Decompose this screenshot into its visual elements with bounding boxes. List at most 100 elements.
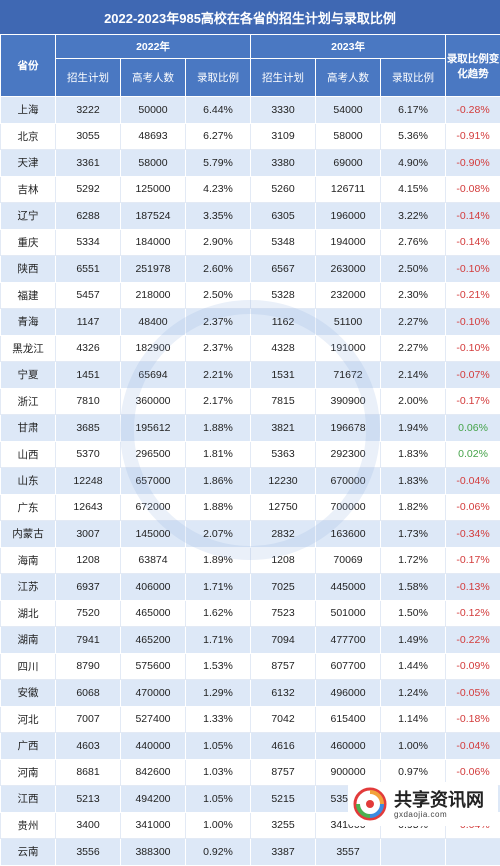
cell-plan-2022: 1451 <box>56 362 121 389</box>
cell-province: 江西 <box>1 786 56 813</box>
cell-ratio-2022: 3.35% <box>186 203 251 230</box>
cell-applicants-2022: 440000 <box>121 733 186 760</box>
cell-plan-2022: 3007 <box>56 521 121 548</box>
cell-plan-2022: 4603 <box>56 733 121 760</box>
cell-trend: -0.13% <box>446 574 500 601</box>
cell-plan-2022: 5457 <box>56 282 121 309</box>
cell-applicants-2023: 670000 <box>316 468 381 495</box>
cell-plan-2022: 8681 <box>56 759 121 786</box>
header-trend: 录取比例变化趋势 <box>446 35 500 97</box>
cell-ratio-2023: 4.15% <box>381 176 446 203</box>
cell-ratio-2022: 1.86% <box>186 468 251 495</box>
cell-plan-2023: 3821 <box>251 415 316 442</box>
cell-province: 上海 <box>1 97 56 124</box>
cell-trend: -0.10% <box>446 309 500 336</box>
cell-province: 湖南 <box>1 627 56 654</box>
cell-ratio-2022: 1.71% <box>186 627 251 654</box>
header-applicants-2022: 高考人数 <box>121 59 186 97</box>
cell-ratio-2022: 5.79% <box>186 150 251 177</box>
cell-applicants-2022: 657000 <box>121 468 186 495</box>
cell-applicants-2023: 460000 <box>316 733 381 760</box>
cell-trend: 0.06% <box>446 415 500 442</box>
cell-ratio-2022: 0.92% <box>186 839 251 866</box>
cell-applicants-2023: 292300 <box>316 441 381 468</box>
cell-plan-2023: 7523 <box>251 600 316 627</box>
cell-ratio-2022: 1.88% <box>186 415 251 442</box>
cell-province: 辽宁 <box>1 203 56 230</box>
cell-ratio-2022: 1.05% <box>186 786 251 813</box>
cell-plan-2023: 6132 <box>251 680 316 707</box>
cell-plan-2023: 3380 <box>251 150 316 177</box>
cell-applicants-2023: 607700 <box>316 653 381 680</box>
cell-province: 陕西 <box>1 256 56 283</box>
cell-province: 安徽 <box>1 680 56 707</box>
cell-plan-2023: 4616 <box>251 733 316 760</box>
cell-province: 内蒙古 <box>1 521 56 548</box>
cell-plan-2023: 5215 <box>251 786 316 813</box>
cell-applicants-2023: 196678 <box>316 415 381 442</box>
cell-plan-2022: 7007 <box>56 706 121 733</box>
cell-applicants-2022: 470000 <box>121 680 186 707</box>
cell-plan-2023: 5328 <box>251 282 316 309</box>
cell-plan-2022: 12643 <box>56 494 121 521</box>
cell-province: 宁夏 <box>1 362 56 389</box>
cell-trend: -0.14% <box>446 229 500 256</box>
cell-ratio-2022: 2.37% <box>186 335 251 362</box>
cell-ratio-2022: 6.27% <box>186 123 251 150</box>
cell-province: 山西 <box>1 441 56 468</box>
cell-applicants-2022: 465200 <box>121 627 186 654</box>
cell-plan-2023: 5260 <box>251 176 316 203</box>
cell-trend: -0.17% <box>446 388 500 415</box>
cell-plan-2022: 3685 <box>56 415 121 442</box>
cell-plan-2023: 7042 <box>251 706 316 733</box>
header-ratio-2022: 录取比例 <box>186 59 251 97</box>
cell-applicants-2022: 360000 <box>121 388 186 415</box>
cell-plan-2023: 7094 <box>251 627 316 654</box>
logo-swirl-icon <box>352 786 388 822</box>
cell-plan-2022: 5292 <box>56 176 121 203</box>
cell-applicants-2022: 48400 <box>121 309 186 336</box>
cell-ratio-2022: 1.00% <box>186 812 251 839</box>
cell-applicants-2023: 71672 <box>316 362 381 389</box>
cell-plan-2023: 1531 <box>251 362 316 389</box>
header-ratio-2023: 录取比例 <box>381 59 446 97</box>
cell-trend: -0.05% <box>446 680 500 707</box>
cell-applicants-2023: 51100 <box>316 309 381 336</box>
cell-plan-2023: 3330 <box>251 97 316 124</box>
cell-trend: -0.21% <box>446 282 500 309</box>
cell-plan-2022: 7810 <box>56 388 121 415</box>
cell-province: 云南 <box>1 839 56 866</box>
cell-applicants-2023: 700000 <box>316 494 381 521</box>
cell-ratio-2023: 1.49% <box>381 627 446 654</box>
cell-applicants-2022: 406000 <box>121 574 186 601</box>
cell-applicants-2022: 672000 <box>121 494 186 521</box>
cell-ratio-2023: 3.22% <box>381 203 446 230</box>
cell-ratio-2023: 1.72% <box>381 547 446 574</box>
cell-applicants-2023: 263000 <box>316 256 381 283</box>
cell-ratio-2023: 1.58% <box>381 574 446 601</box>
cell-applicants-2023: 163600 <box>316 521 381 548</box>
header-plan-2023: 招生计划 <box>251 59 316 97</box>
cell-plan-2022: 7520 <box>56 600 121 627</box>
cell-applicants-2023: 232000 <box>316 282 381 309</box>
cell-trend: -0.90% <box>446 150 500 177</box>
cell-trend: 0.02% <box>446 441 500 468</box>
cell-trend: -0.06% <box>446 494 500 521</box>
cell-ratio-2022: 1.05% <box>186 733 251 760</box>
cell-applicants-2023: 69000 <box>316 150 381 177</box>
cell-province: 江苏 <box>1 574 56 601</box>
cell-applicants-2023: 126711 <box>316 176 381 203</box>
cell-province: 广西 <box>1 733 56 760</box>
header-year-2023: 2023年 <box>251 35 446 59</box>
cell-ratio-2022: 1.62% <box>186 600 251 627</box>
cell-province: 广东 <box>1 494 56 521</box>
